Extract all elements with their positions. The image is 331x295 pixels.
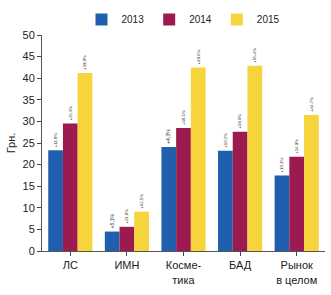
svg-text:+23,8%: +23,8% — [124, 209, 129, 224]
svg-text:45: 45 — [23, 50, 35, 62]
svg-text:ИМН: ИМН — [114, 259, 139, 271]
svg-text:+19,0%: +19,0% — [237, 114, 242, 129]
svg-text:+26,3%: +26,3% — [68, 106, 73, 121]
svg-text:30: 30 — [23, 115, 35, 127]
svg-text:2014: 2014 — [189, 14, 212, 25]
svg-text:0: 0 — [29, 245, 35, 257]
svg-text:+62,5%: +62,5% — [139, 194, 144, 209]
svg-text:5: 5 — [29, 223, 35, 235]
svg-text:40: 40 — [23, 72, 35, 84]
svg-text:Грн.: Грн. — [5, 133, 17, 154]
svg-text:+44,7%: +44,7% — [309, 97, 314, 112]
svg-text:+5,1%: +5,1% — [109, 213, 115, 228]
svg-text:25: 25 — [23, 137, 35, 149]
svg-text:+49,6%: +49,6% — [196, 50, 201, 65]
svg-text:ЛС: ЛС — [63, 259, 78, 271]
svg-text:10: 10 — [23, 202, 35, 214]
svg-text:20: 20 — [23, 158, 35, 170]
svg-text:+11,8%: +11,8% — [53, 133, 58, 148]
svg-text:+24,9%: +24,9% — [294, 139, 299, 154]
svg-text:Рынокв целом: Рынокв целом — [276, 259, 317, 285]
svg-text:15: 15 — [23, 180, 35, 192]
svg-text:2013: 2013 — [122, 14, 145, 25]
svg-text:Косме-тика: Косме-тика — [166, 259, 202, 285]
svg-text:+10,2%: +10,2% — [223, 133, 228, 148]
svg-text:+4,3%: +4,3% — [165, 129, 171, 144]
svg-text:+18,5%: +18,5% — [181, 110, 186, 125]
svg-text:+55,4%: +55,4% — [252, 48, 257, 63]
svg-text:+10,1%: +10,1% — [279, 158, 284, 173]
svg-text:+39,9%: +39,9% — [82, 55, 87, 70]
svg-text:БАД: БАД — [229, 259, 252, 271]
svg-text:2015: 2015 — [257, 14, 280, 25]
svg-text:50: 50 — [23, 29, 35, 41]
svg-text:35: 35 — [23, 94, 35, 106]
